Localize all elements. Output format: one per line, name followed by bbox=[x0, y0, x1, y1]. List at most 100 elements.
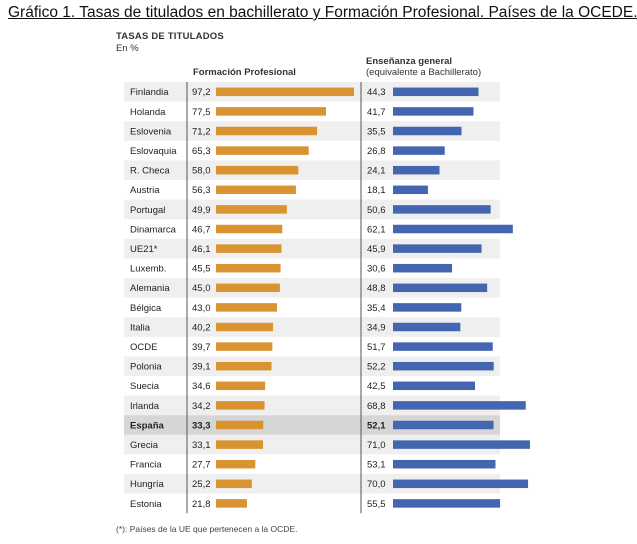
eg-bar bbox=[393, 342, 493, 351]
category-label: Hungría bbox=[130, 479, 165, 490]
category-label: Holanda bbox=[130, 107, 166, 118]
eg-value-label: 51,7 bbox=[367, 342, 386, 353]
category-label: España bbox=[130, 420, 165, 431]
fp-bar bbox=[216, 440, 263, 449]
fp-value-label: 45,5 bbox=[192, 264, 211, 275]
fp-bar bbox=[216, 107, 327, 116]
fp-value-label: 33,3 bbox=[192, 420, 211, 431]
fp-bar bbox=[216, 165, 299, 175]
fp-bar bbox=[216, 146, 309, 155]
eg-bar bbox=[393, 87, 479, 97]
fp-value-label: 71,2 bbox=[192, 126, 211, 137]
eg-bar bbox=[393, 244, 482, 253]
fp-bar bbox=[216, 401, 265, 410]
fp-bar bbox=[216, 87, 354, 97]
text-layer: Finlandia 97,2 44,3 Holanda 77,5 41,7 Esloveni… bbox=[130, 87, 386, 510]
fp-value-label: 39,7 bbox=[192, 342, 211, 353]
eg-value-label: 35,4 bbox=[367, 303, 386, 314]
eg-bar bbox=[393, 381, 476, 391]
fp-bar bbox=[216, 126, 318, 136]
eg-value-label: 70,0 bbox=[367, 479, 386, 490]
category-label: Irlanda bbox=[130, 401, 160, 412]
eg-bar bbox=[393, 322, 461, 332]
category-label: OCDE bbox=[130, 342, 157, 353]
chart-subtitle: En % bbox=[116, 43, 139, 54]
fp-value-label: 34,2 bbox=[192, 401, 211, 412]
fp-bar bbox=[216, 283, 280, 293]
category-label: UE21* bbox=[130, 244, 158, 255]
eg-value-label: 52,1 bbox=[367, 420, 386, 431]
fp-value-label: 45,0 bbox=[192, 283, 211, 294]
category-label: Luxemb. bbox=[130, 264, 166, 275]
eg-bar bbox=[393, 440, 530, 449]
fp-bar bbox=[216, 342, 273, 351]
fp-bar bbox=[216, 322, 274, 332]
eg-bar bbox=[393, 165, 440, 175]
eg-bar bbox=[393, 146, 445, 155]
eg-value-label: 45,9 bbox=[367, 244, 386, 255]
highlight-row bbox=[124, 415, 500, 435]
eg-bar bbox=[393, 205, 491, 214]
fp-value-label: 65,3 bbox=[192, 146, 211, 157]
fp-value-label: 25,2 bbox=[192, 479, 211, 490]
eg-bar bbox=[393, 499, 501, 508]
fp-value-label: 56,3 bbox=[192, 185, 211, 196]
fp-value-label: 77,5 bbox=[192, 107, 211, 118]
eg-value-label: 55,5 bbox=[367, 499, 386, 510]
category-label: Grecia bbox=[130, 440, 159, 451]
category-label: Portugal bbox=[130, 205, 165, 216]
fp-value-label: 40,2 bbox=[192, 322, 211, 333]
category-label: Francia bbox=[130, 460, 162, 471]
fp-bar bbox=[216, 205, 287, 214]
eg-bar bbox=[393, 420, 494, 430]
category-label: Dinamarca bbox=[130, 224, 177, 235]
category-label: Finlandia bbox=[130, 87, 169, 98]
series-header-eg: Enseñanza general bbox=[366, 56, 453, 67]
fp-bar bbox=[216, 224, 283, 234]
eg-value-label: 68,8 bbox=[367, 401, 386, 412]
stripe-row bbox=[124, 278, 500, 298]
eg-value-label: 18,1 bbox=[367, 185, 386, 196]
eg-bar bbox=[393, 479, 529, 489]
eg-value-label: 34,9 bbox=[367, 322, 386, 333]
stripe-row bbox=[124, 160, 500, 180]
stripe-row bbox=[124, 238, 500, 259]
eg-value-label: 44,3 bbox=[367, 87, 386, 98]
fp-value-label: 43,0 bbox=[192, 303, 211, 314]
eg-value-label: 53,1 bbox=[367, 460, 386, 471]
eg-value-label: 24,1 bbox=[367, 166, 386, 177]
eg-bar bbox=[393, 185, 428, 195]
eg-bar bbox=[393, 361, 494, 371]
eg-value-label: 48,8 bbox=[367, 283, 386, 294]
eg-value-label: 42,5 bbox=[367, 381, 386, 392]
fp-bar bbox=[216, 459, 256, 469]
category-label: Suecia bbox=[130, 381, 160, 392]
stripe-row bbox=[124, 199, 500, 220]
divider-layer bbox=[186, 82, 362, 514]
page-title: Gráfico 1. Tasas de titulados en bachill… bbox=[8, 4, 637, 21]
fp-bar bbox=[216, 479, 252, 489]
stripe-row bbox=[124, 395, 500, 416]
eg-bar bbox=[393, 224, 513, 234]
eg-bar bbox=[393, 263, 453, 273]
stripe-row bbox=[124, 356, 500, 376]
eg-bar bbox=[393, 126, 462, 136]
category-label: Alemania bbox=[130, 283, 170, 294]
series-header-fp: Formación Profesional bbox=[193, 67, 296, 78]
fp-bar bbox=[216, 381, 266, 391]
fp-value-label: 46,1 bbox=[192, 244, 211, 255]
eg-value-label: 62,1 bbox=[367, 224, 386, 235]
fp-value-label: 21,8 bbox=[192, 499, 211, 510]
fp-value-label: 39,1 bbox=[192, 362, 211, 373]
eg-value-label: 50,6 bbox=[367, 205, 386, 216]
eg-bar bbox=[393, 401, 526, 410]
fp-bar bbox=[216, 499, 247, 508]
fp-bar bbox=[216, 420, 264, 430]
eg-value-label: 26,8 bbox=[367, 146, 386, 157]
fp-value-label: 58,0 bbox=[192, 166, 211, 177]
fp-value-label: 34,6 bbox=[192, 381, 211, 392]
eg-bar bbox=[393, 107, 474, 116]
category-label: Eslovenia bbox=[130, 126, 172, 137]
footnote: (*): Países de la UE que pertenecen a la… bbox=[116, 524, 298, 534]
